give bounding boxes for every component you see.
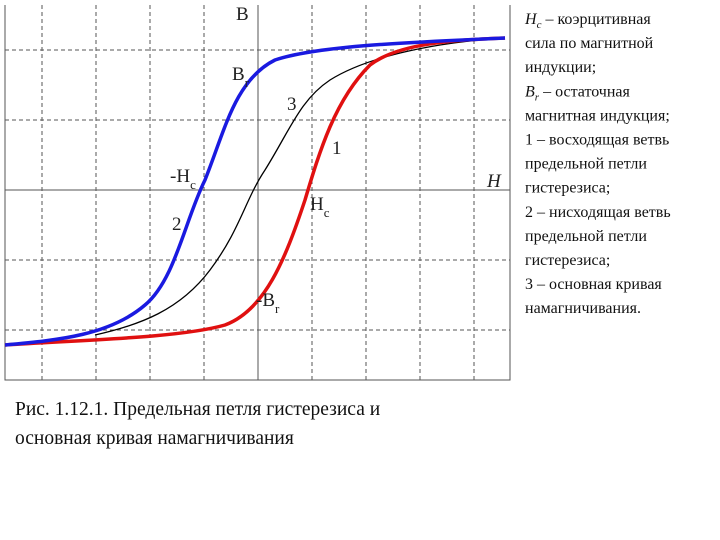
legend-text: гистерезиса; — [525, 252, 610, 269]
legend-text: – коэрцитивная — [541, 11, 651, 28]
legend-line: предельной петли — [525, 228, 647, 245]
legend-line: 1 – восходящая ветвь — [525, 132, 669, 149]
legend-line: индукции; — [525, 59, 596, 76]
label-sub: c — [190, 177, 196, 192]
curve-1 — [4, 36, 506, 347]
legend-text: 2 – нисходящая ветвь — [525, 204, 671, 221]
frame — [4, 5, 511, 381]
legend-text: индукции; — [525, 59, 596, 76]
legend-text: – остаточная — [539, 83, 630, 100]
label-text: B — [236, 4, 249, 25]
legend-sub: r — [535, 91, 540, 103]
curve-label: 1 — [332, 138, 342, 159]
caption-line: основная кривая намагничивания — [15, 428, 294, 449]
legend-line: 2 – нисходящая ветвь — [525, 204, 671, 221]
legend-text: 3 – основная кривая — [525, 276, 662, 293]
caption: Рис. 1.12.1. Предельная петля гистерезис… — [15, 399, 380, 449]
legend-text: намагничивания. — [525, 300, 641, 317]
curve-label: 3 — [287, 94, 297, 115]
curve-label: B — [236, 4, 249, 25]
legend-text: гистерезиса; — [525, 180, 610, 197]
label-text: H — [310, 194, 324, 215]
legend-text: предельной петли — [525, 228, 647, 245]
legend-text: сила по магнитной — [525, 35, 654, 52]
label-text: B — [232, 64, 245, 85]
grid — [4, 5, 511, 381]
legend-line: магнитная индукция; — [525, 107, 670, 124]
label-text: -H — [170, 166, 190, 187]
label-sub: c — [324, 205, 330, 220]
curve-2 — [4, 36, 506, 347]
legend-text: магнитная индукция; — [525, 107, 670, 124]
curve-label: -Br — [256, 290, 280, 316]
label-sub: r — [245, 75, 250, 90]
legend-line: намагничивания. — [525, 300, 641, 317]
label-text: H — [486, 171, 502, 192]
legend-line: предельной петли — [525, 156, 647, 173]
legend-symbol: B — [525, 83, 535, 100]
legend-line: гистерезиса; — [525, 180, 610, 197]
label-text: -B — [256, 290, 275, 311]
legend-line: Hc – коэрцитивная — [524, 11, 651, 31]
curve-label: 2 — [172, 214, 182, 235]
legend-text: предельной петли — [525, 156, 647, 173]
legend-line: сила по магнитной — [525, 35, 654, 52]
legend-line: 3 – основная кривая — [525, 276, 662, 293]
label-sub: r — [275, 301, 280, 316]
curve-label: Hc — [310, 194, 330, 220]
caption-line: Рис. 1.12.1. Предельная петля гистерезис… — [15, 399, 380, 420]
legend-line: гистерезиса; — [525, 252, 610, 269]
label-text: 1 — [332, 138, 342, 159]
curve-label: -Hc — [170, 166, 196, 192]
legend-sub: c — [537, 19, 542, 31]
curve-label: H — [486, 171, 502, 192]
legend-text: 1 – восходящая ветвь — [525, 132, 669, 149]
curve-label: Br — [232, 64, 250, 90]
legend: Hc – коэрцитивная сила по магнитной индукц… — [524, 11, 671, 317]
label-text: 2 — [172, 214, 182, 235]
legend-symbol: H — [524, 11, 538, 28]
legend-line: Br – остаточная — [525, 83, 631, 103]
label-text: 3 — [287, 94, 297, 115]
